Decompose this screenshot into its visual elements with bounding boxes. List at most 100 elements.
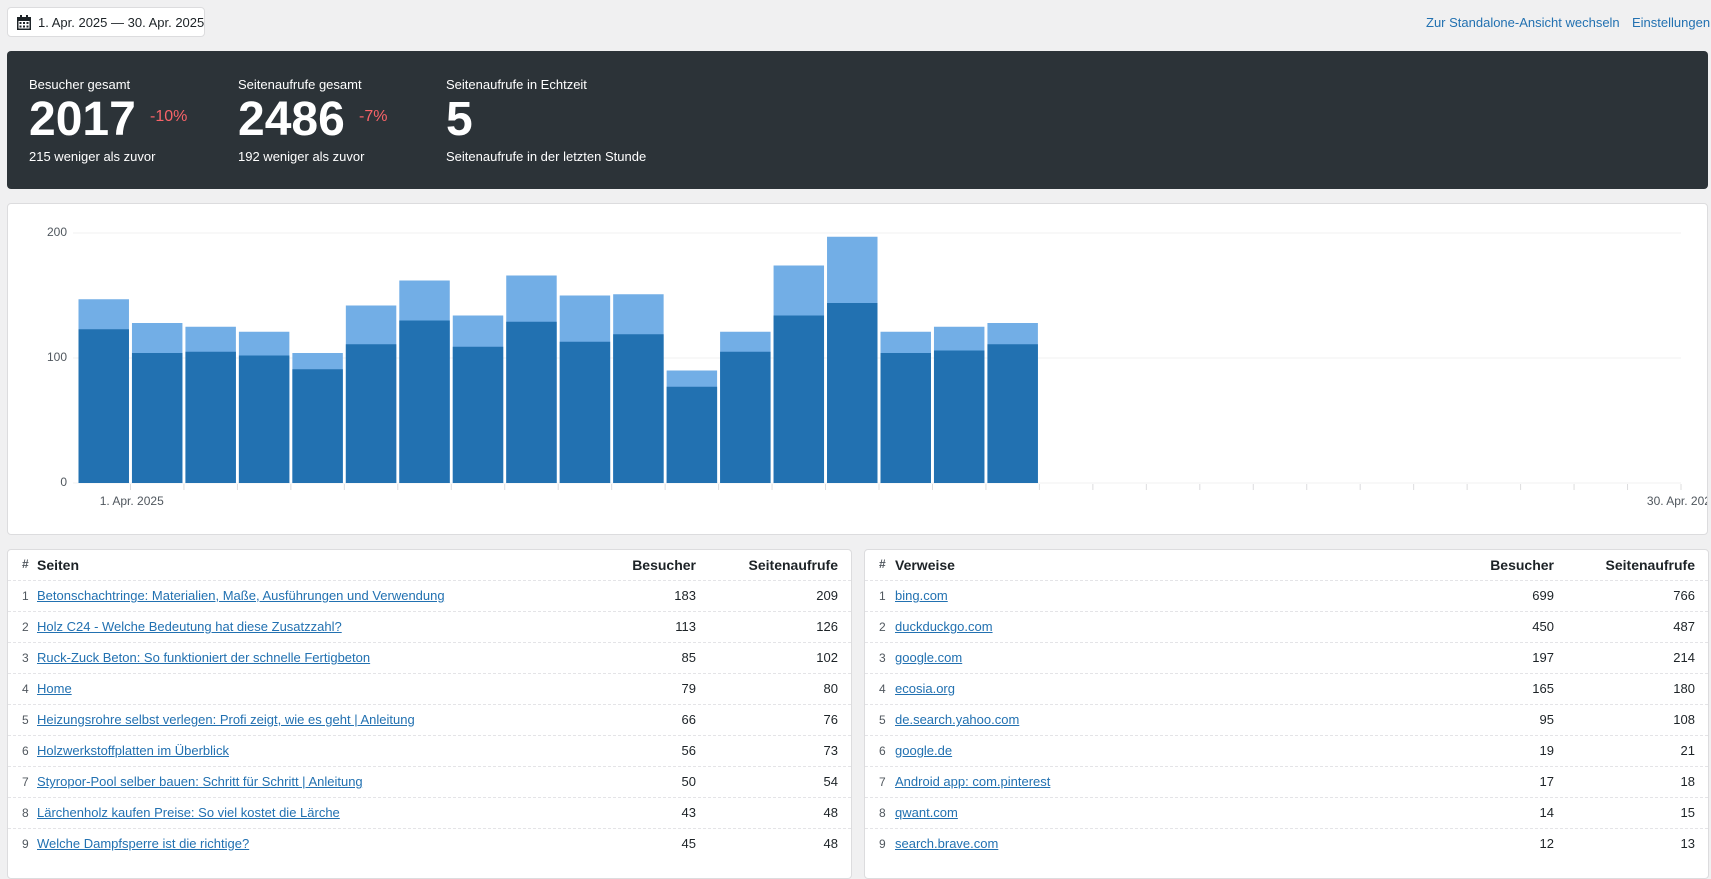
row-rank: 2 xyxy=(879,620,886,634)
row-link[interactable]: de.search.yahoo.com xyxy=(895,712,1020,727)
row-pageviews: 48 xyxy=(823,836,838,851)
row-visitors: 113 xyxy=(675,619,696,634)
row-pageviews: 209 xyxy=(816,588,838,603)
row-link[interactable]: Lärchenholz kaufen Preise: So viel koste… xyxy=(37,805,340,820)
row-rank: 9 xyxy=(879,837,886,851)
row-visitors: 19 xyxy=(1539,743,1554,758)
row-link[interactable]: Betonschachtringe: Materialien, Maße, Au… xyxy=(37,588,445,603)
row-visitors: 56 xyxy=(681,743,696,758)
stat-note: 215 weniger als zuvor xyxy=(29,149,156,164)
column-header: Besucher xyxy=(1490,557,1554,573)
row-link[interactable]: google.com xyxy=(895,650,963,665)
row-link[interactable]: Styropor-Pool selber bauen: Schritt für … xyxy=(37,774,363,789)
row-rank: 9 xyxy=(22,837,29,851)
row-separator xyxy=(8,797,851,798)
bar xyxy=(666,386,718,483)
column-header: Besucher xyxy=(632,557,696,573)
row-visitors: 79 xyxy=(681,681,696,696)
row-link[interactable]: Home xyxy=(37,681,72,696)
row-visitors: 50 xyxy=(681,774,696,789)
stat-value: 5 xyxy=(446,93,473,146)
row-link[interactable]: Ruck-Zuck Beton: So funktioniert der sch… xyxy=(37,650,371,665)
row-pageviews: 180 xyxy=(1673,681,1695,696)
row-visitors: 183 xyxy=(674,588,696,603)
row-pageviews: 214 xyxy=(1673,650,1695,665)
bar xyxy=(292,369,343,483)
row-link[interactable]: ecosia.org xyxy=(895,681,955,696)
pages-table xyxy=(7,549,852,879)
row-rank: 7 xyxy=(879,775,886,789)
y-tick-label: 200 xyxy=(47,225,67,239)
row-rank: 5 xyxy=(879,713,886,727)
row-visitors: 66 xyxy=(681,712,696,727)
row-rank: 4 xyxy=(879,682,886,696)
row-separator xyxy=(8,673,851,674)
row-pageviews: 18 xyxy=(1680,774,1695,789)
row-link[interactable]: Holzwerkstoffplatten im Überblick xyxy=(37,743,229,758)
row-visitors: 85 xyxy=(681,650,696,665)
row-visitors: 45 xyxy=(681,836,696,851)
row-rank: 8 xyxy=(879,806,886,820)
settings-link[interactable]: Einstellungen xyxy=(1632,15,1711,30)
column-header: Seitenaufrufe xyxy=(748,557,838,573)
row-link[interactable]: Heizungsrohre selbst verlegen: Profi zei… xyxy=(37,712,415,727)
row-separator xyxy=(8,642,851,643)
row-link[interactable]: duckduckgo.com xyxy=(895,619,993,634)
chart-card: 0 100 200 1. Apr. 2025 30. Apr. 2025 xyxy=(7,203,1711,535)
stat-note: 192 weniger als zuvor xyxy=(238,149,365,164)
row-visitors: 165 xyxy=(1532,681,1554,696)
row-link[interactable]: qwant.com xyxy=(895,805,958,820)
stat-value: 2486 xyxy=(238,93,345,146)
row-visitors: 95 xyxy=(1539,712,1554,727)
row-visitors: 450 xyxy=(1532,619,1554,634)
stat-change: -10% xyxy=(150,108,188,125)
row-rank: 7 xyxy=(22,775,29,789)
bar xyxy=(131,353,183,483)
chart: 0 100 200 1. Apr. 2025 30. Apr. 2025 xyxy=(47,225,1711,508)
row-rank: 2 xyxy=(22,620,29,634)
referrers-table xyxy=(864,549,1709,879)
row-link[interactable]: search.brave.com xyxy=(895,836,999,851)
row-separator xyxy=(865,611,1708,612)
row-pageviews: 80 xyxy=(823,681,838,696)
row-link[interactable]: Welche Dampfsperre ist die richtige? xyxy=(37,836,250,851)
row-separator xyxy=(865,704,1708,705)
row-separator xyxy=(865,766,1708,767)
stat-label: Besucher gesamt xyxy=(29,77,131,92)
date-range-picker[interactable]: 1. Apr. 2025 — 30. Apr. 2025 xyxy=(7,7,205,37)
row-visitors: 17 xyxy=(1539,774,1554,789)
bar xyxy=(78,329,129,483)
bar xyxy=(773,315,825,483)
row-pageviews: 13 xyxy=(1680,836,1695,851)
row-pageviews: 126 xyxy=(816,619,838,634)
bar xyxy=(452,346,504,483)
bar xyxy=(185,351,236,483)
row-link[interactable]: bing.com xyxy=(895,588,948,603)
row-pageviews: 108 xyxy=(1673,712,1695,727)
column-header: # xyxy=(879,557,886,571)
bar xyxy=(880,353,931,483)
row-rank: 1 xyxy=(879,589,886,603)
bar xyxy=(345,344,397,483)
stat-label: Seitenaufrufe in Echtzeit xyxy=(446,77,587,92)
bar xyxy=(238,355,290,483)
row-link[interactable]: Holz C24 - Welche Bedeutung hat diese Zu… xyxy=(37,619,342,634)
column-header: Verweise xyxy=(895,557,955,573)
bar xyxy=(933,350,985,483)
x-tick-label: 30. Apr. 2025 xyxy=(1647,494,1707,508)
standalone-link[interactable]: Zur Standalone-Ansicht wechseln xyxy=(1426,15,1620,30)
bar xyxy=(399,320,450,483)
row-visitors: 12 xyxy=(1539,836,1554,851)
row-separator xyxy=(865,580,1708,581)
row-visitors: 14 xyxy=(1539,805,1554,820)
column-header: Seiten xyxy=(37,557,80,573)
row-link[interactable]: Android app: com.pinterest xyxy=(895,774,1051,789)
totals-panel xyxy=(7,51,1708,189)
row-pageviews: 487 xyxy=(1673,619,1695,634)
row-pageviews: 76 xyxy=(823,712,838,727)
row-separator xyxy=(865,642,1708,643)
stat-change: -7% xyxy=(359,108,388,125)
row-link[interactable]: google.de xyxy=(895,743,953,758)
column-header: Seitenaufrufe xyxy=(1605,557,1695,573)
